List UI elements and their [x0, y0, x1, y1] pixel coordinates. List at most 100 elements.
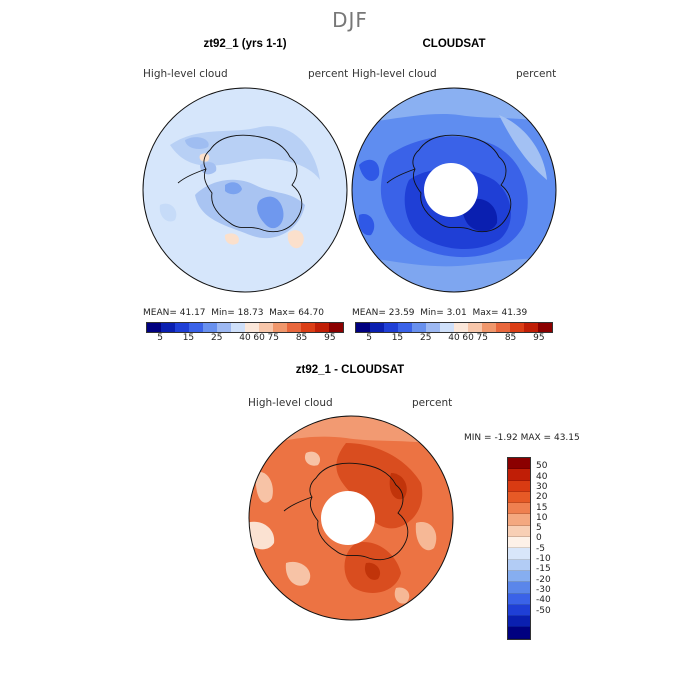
colorbar-swatch: [508, 582, 530, 594]
diff-field-blob: [394, 587, 410, 604]
colorbar-tick-label: 75: [476, 333, 489, 343]
left-stats: MEAN= 41.17 Min= 18.73 Max= 64.70: [143, 308, 324, 318]
colorbar-swatch: [508, 548, 530, 560]
colorbar-tick-label: -5: [536, 543, 545, 554]
diff-field-blob: [415, 522, 437, 551]
colorbar-swatch: [508, 514, 530, 526]
colorbar-swatch: [287, 323, 301, 332]
colorbar-tick-label: 85: [504, 333, 517, 343]
diff-field-blob: [285, 561, 311, 586]
colorbar-tick-label: 95: [324, 333, 336, 343]
colorbar-swatch: [508, 503, 530, 515]
colorbar-tick-label: 20: [536, 492, 548, 503]
diff-field-blob: [255, 472, 273, 503]
diff-colorbar: [507, 457, 531, 640]
left-field-blob: [185, 137, 209, 149]
colorbar-tick-label: 75: [267, 333, 280, 343]
colorbar-swatch: [538, 323, 552, 332]
colorbar-tick-label: 40: [448, 333, 460, 343]
colorbar-swatch: [440, 323, 454, 332]
colorbar-tick-label: 50: [536, 461, 548, 472]
colorbar-swatch: [508, 616, 530, 628]
right-variable-label: High-level cloud: [352, 68, 437, 80]
colorbar-swatch: [482, 323, 496, 332]
colorbar-tick-label: 40: [239, 333, 251, 343]
diff-colorbar-swatches: [507, 457, 531, 640]
colorbar-swatch: [510, 323, 524, 332]
left-field-blob: [257, 196, 284, 229]
diff-colorbar-ticks: 50 40 30 20 15 10 5 0 -5 -10 -15 -20 -30 -40 -50: [536, 457, 576, 627]
colorbar-swatch: [384, 323, 398, 332]
colorbar-swatch: [508, 537, 530, 549]
left-min-value: 18.73: [237, 308, 264, 318]
right-map-frame: [351, 87, 557, 293]
colorbar-swatch: [370, 323, 384, 332]
antarctica-coastline: [412, 134, 512, 233]
right-colorbar: 5 15 25 40 60 75 85 95: [355, 322, 553, 345]
colorbar-tick-label: 15: [536, 502, 548, 513]
colorbar-tick-label: -30: [536, 584, 551, 595]
antarctic-peninsula: [386, 168, 416, 184]
diff-min-value: -1.92: [494, 433, 518, 443]
colorbar-swatch: [508, 480, 530, 492]
left-min-label: Min=: [211, 308, 235, 318]
left-field-blob: [287, 230, 304, 249]
diff-map-frame: [248, 415, 454, 621]
colorbar-swatch: [508, 458, 530, 470]
colorbar-swatch: [508, 627, 530, 639]
right-field-blob: [358, 214, 375, 236]
left-max-label: Max=: [269, 308, 296, 318]
left-mean-label: MEAN=: [143, 308, 177, 318]
colorbar-tick-label: 0: [536, 533, 542, 544]
colorbar-swatch: [217, 323, 231, 332]
figure-title: DJF: [332, 8, 368, 32]
diff-variable-label: High-level cloud: [248, 397, 333, 409]
colorbar-tick-label: 5: [536, 523, 542, 534]
colorbar-swatch: [508, 469, 530, 481]
colorbar-tick-label: -15: [536, 564, 551, 575]
colorbar-swatch: [508, 570, 530, 583]
colorbar-swatch: [508, 491, 530, 504]
right-max-label: Max=: [472, 308, 499, 318]
diff-max-value: 43.15: [553, 433, 580, 443]
left-field-blob: [170, 126, 320, 180]
diff-map: [248, 415, 454, 621]
diff-panel-title: zt92_1 - CLOUDSAT: [295, 364, 405, 376]
right-mean-label: MEAN=: [352, 308, 386, 318]
right-mean-value: 23.59: [388, 308, 415, 318]
right-min-label: Min=: [420, 308, 444, 318]
colorbar-swatch: [147, 323, 161, 332]
colorbar-swatch: [245, 323, 259, 332]
diff-stats: MIN = -1.92 MAX = 43.15: [464, 433, 580, 443]
colorbar-swatch: [161, 323, 175, 332]
antarctica-coastline: [203, 134, 303, 233]
right-max-value: 41.39: [501, 308, 528, 318]
colorbar-swatch: [454, 323, 468, 332]
colorbar-swatch: [273, 323, 287, 332]
colorbar-swatch: [426, 323, 440, 332]
colorbar-tick-label: 40: [536, 471, 548, 482]
colorbar-tick-label: 5: [366, 333, 373, 343]
diff-units-label: percent: [412, 397, 453, 409]
left-field-blob: [224, 233, 239, 245]
antarctic-peninsula: [283, 496, 313, 512]
right-field-blob: [499, 115, 547, 180]
left-map: [142, 87, 348, 293]
colorbar-tick-label: 5: [157, 333, 164, 343]
colorbar-swatch: [398, 323, 412, 332]
colorbar-swatch: [468, 323, 482, 332]
right-stats: MEAN= 23.59 Min= 3.01 Max= 41.39: [352, 308, 527, 318]
colorbar-swatch: [508, 525, 530, 538]
colorbar-swatch: [175, 323, 189, 332]
diff-max-label: MAX =: [520, 433, 552, 443]
left-mean-value: 41.17: [179, 308, 206, 318]
colorbar-swatch: [524, 323, 538, 332]
colorbar-swatch: [508, 559, 530, 571]
left-panel-title: zt92_1 (yrs 1-1): [203, 38, 287, 50]
colorbar-swatch: [301, 323, 315, 332]
colorbar-tick-label: -40: [536, 595, 551, 606]
diff-field-blob: [336, 443, 423, 529]
colorbar-tick-label: -20: [536, 574, 551, 585]
colorbar-tick-label: 25: [210, 333, 223, 343]
colorbar-tick-label: 60: [253, 333, 265, 343]
